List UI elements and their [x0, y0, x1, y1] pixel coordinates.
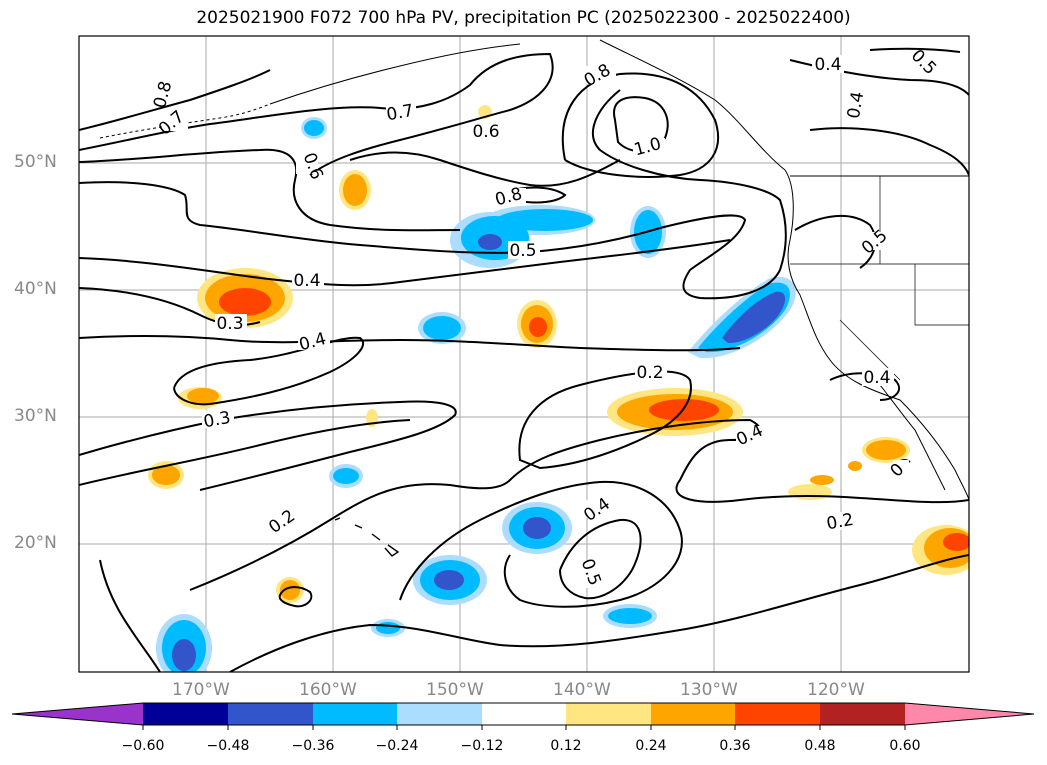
precip-negative-west-coast [688, 276, 796, 359]
coastlines [99, 39, 969, 557]
colorbar-tick-label: 0.12 [550, 738, 582, 754]
precip-negative-subtropics [502, 502, 572, 554]
contour-0-5-ne [869, 47, 961, 53]
contour-label: 0.6 [472, 122, 499, 142]
contour-0-4-loop [173, 336, 365, 406]
contour-label: 0.4 [844, 90, 868, 120]
map-background [79, 36, 969, 672]
colorbar-tick-label: 0.24 [635, 738, 667, 754]
colorbar-tick-label: 0.36 [719, 738, 751, 754]
colorbar-tick-label: −0.60 [121, 738, 165, 754]
precip-positive-small-e [848, 461, 862, 471]
map-title: 2025021900 F072 700 hPa PV, precipitatio… [196, 8, 851, 28]
colorbar-bin [313, 703, 397, 725]
precip-positive-nw-of-hawaii [197, 268, 293, 328]
baja-california [879, 384, 946, 491]
colorbar-bin [651, 703, 735, 725]
contour-0-4-north [79, 239, 731, 287]
contour-0-2-main [189, 418, 969, 591]
latitude-label: 20°N [14, 533, 57, 553]
contour-0-5-coast [794, 214, 877, 269]
contour-0-5 [79, 89, 787, 300]
colorbar [11, 702, 1035, 730]
precip-negative-south [413, 555, 487, 605]
contour-0-4-ne2 [809, 127, 969, 176]
contour-labels: 0.8 0.7 0.6 0.7 0.6 0.8 1.0 0.4 0.5 0.4 [150, 46, 940, 589]
colorbar-tick-label: 0.60 [889, 738, 921, 754]
north-america-coast [599, 39, 969, 501]
latitude-label: 50°N [14, 152, 57, 172]
contour-0-8-low [561, 72, 720, 178]
contour-0-7 [79, 52, 554, 176]
colorbar-bin [397, 703, 482, 725]
contour-0-4-coast [829, 372, 900, 401]
longitude-label: 140°W [553, 680, 611, 700]
precip-positive-small-b [810, 475, 834, 485]
contour-0-3-south [79, 400, 457, 491]
colorbar-extend-low [12, 703, 143, 725]
contour-0-4-mid [79, 334, 741, 352]
precip-negative-southwest [156, 614, 212, 672]
longitude-label: 130°W [680, 680, 738, 700]
colorbar-bin [566, 703, 651, 725]
colorbar-bin [228, 703, 313, 725]
colorbar-bin [735, 703, 820, 725]
colorbar-bin [482, 703, 566, 725]
contour-0-8-nw [79, 69, 271, 131]
latitude-label: 40°N [14, 279, 57, 299]
precip-positive-small-a [788, 484, 832, 500]
longitude-label: 170°W [172, 680, 230, 700]
longitude-label: 120°W [807, 680, 865, 700]
colorbar-tick-label: −0.36 [291, 738, 335, 754]
contour-0-8-mid [349, 151, 621, 187]
contour-label: 0.7 [385, 101, 415, 125]
contour-label: 0.3 [216, 314, 243, 334]
contour-0-2-south [99, 554, 969, 672]
contour-label: 0.4 [863, 368, 890, 388]
colorbar-bin [143, 703, 228, 725]
hawaiian-islands [334, 517, 400, 557]
contour-0-4-south [399, 480, 683, 608]
contour-label: 0.5 [509, 241, 536, 261]
precip-positive-baja [912, 525, 969, 575]
contour-label: 0.3 [202, 408, 232, 432]
colorbar-extend-high [905, 703, 1034, 725]
contour-0-2-north [79, 419, 411, 486]
longitude-label: 150°W [426, 680, 484, 700]
contour-small-loop [278, 586, 313, 608]
contour-label: 0.4 [814, 55, 841, 75]
map-frame [78, 35, 970, 673]
aleutian-islands [99, 103, 271, 139]
contour-label: 0.2 [825, 510, 855, 534]
alaska-peninsula [269, 43, 521, 105]
colorbar-tick-label: −0.24 [375, 738, 419, 754]
colorbar-tick-label: −0.12 [460, 738, 504, 754]
contour-0-5-south [559, 518, 642, 600]
colorbar-tick-label: −0.48 [206, 738, 250, 754]
contour-0-6 [79, 148, 461, 232]
contour-label: 0.4 [293, 271, 320, 291]
latitude-label: 30°N [14, 406, 57, 426]
contour-label: 0.2 [636, 363, 663, 383]
precip-positive-east-pacific [607, 388, 743, 436]
colorbar-bin [820, 703, 905, 725]
precip-positive-central [517, 300, 557, 348]
colorbar-tick-label: 0.48 [804, 738, 836, 754]
colorbar-ticks [142, 725, 906, 730]
contour-0-2-loop [518, 370, 692, 470]
longitude-label: 160°W [299, 680, 357, 700]
